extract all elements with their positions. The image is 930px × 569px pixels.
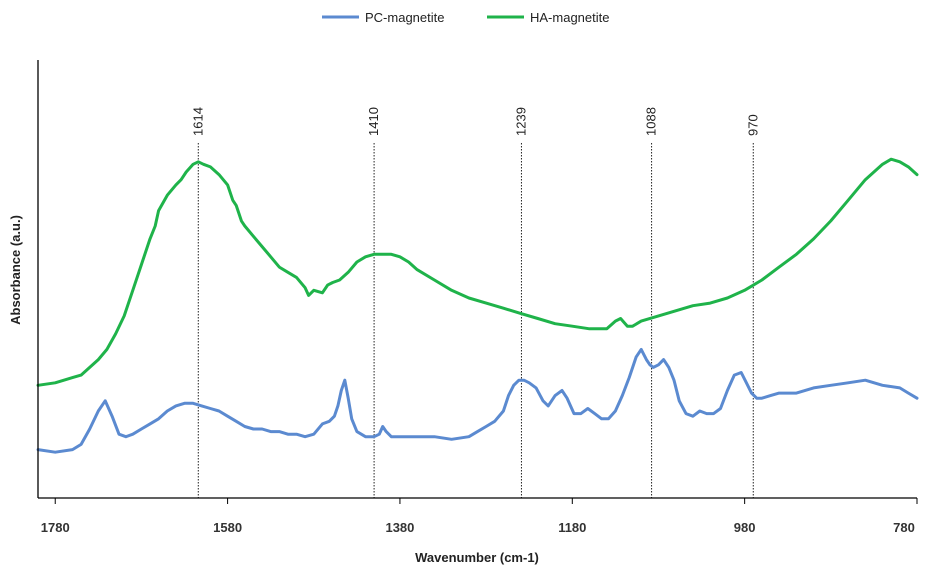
peak-label: 1239 xyxy=(513,107,528,136)
x-tick-label: 780 xyxy=(893,520,915,535)
x-tick-label: 980 xyxy=(734,520,756,535)
legend: PC-magnetite HA-magnetite xyxy=(322,10,609,25)
peak-reference-lines: 1614 1410 1239 1088 970 xyxy=(190,107,760,498)
x-axis-title: Wavenumber (cm-1) xyxy=(415,550,539,565)
peak-label: 1614 xyxy=(190,107,205,136)
legend-label-ha-magnetite: HA-magnetite xyxy=(530,10,609,25)
x-axis-ticks: 1780 1580 1380 1180 980 780 xyxy=(41,498,918,535)
series-line-ha-magnetite xyxy=(36,157,919,387)
series-group xyxy=(36,157,919,454)
series-line-pc-magnetite xyxy=(36,347,919,454)
x-tick-label: 1380 xyxy=(385,520,414,535)
legend-label-pc-magnetite: PC-magnetite xyxy=(365,10,444,25)
peak-label: 1088 xyxy=(644,107,659,136)
peak-label: 1410 xyxy=(366,107,381,136)
peak-label: 970 xyxy=(745,114,760,136)
x-tick-label: 1180 xyxy=(558,520,586,535)
x-tick-label: 1580 xyxy=(213,520,242,535)
x-tick-label: 1780 xyxy=(41,520,70,535)
y-axis-title: Absorbance (a.u.) xyxy=(8,215,23,325)
